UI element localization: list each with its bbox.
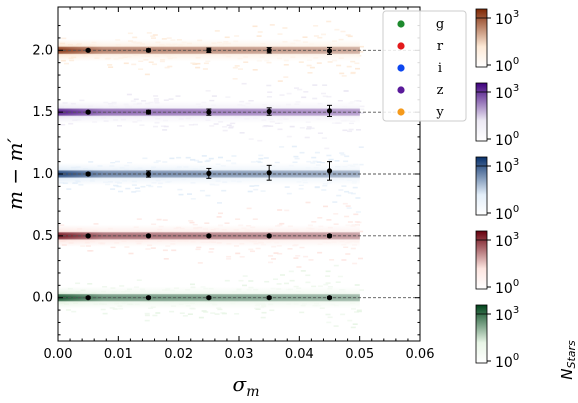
x-axis-label: σm	[233, 372, 260, 400]
point-y-0	[85, 47, 91, 53]
colorbar-label-high: 103	[495, 9, 519, 28]
axis-ticks: 0.00 0.01 0.02 0.03 0.04 0.05 0.06 0.0 0.5 1.0 1.5…	[32, 7, 434, 362]
legend-entry-g: g	[397, 17, 444, 32]
legend-marker-g	[397, 20, 405, 28]
colorbar-label-low: 100	[495, 56, 519, 75]
legend-entry-i: i	[397, 61, 442, 76]
legend-entry-y: y	[397, 105, 444, 120]
point-r-2	[206, 233, 212, 239]
colorbar-label-low: 100	[495, 130, 519, 149]
point-i-2	[206, 167, 212, 179]
legend-box	[382, 10, 467, 122]
x-tick-label: 0.05	[345, 347, 374, 362]
legend-label-z: z	[437, 83, 444, 98]
legend-marker-i	[397, 64, 405, 72]
point-g-2	[206, 295, 212, 301]
legend-label-r: r	[437, 39, 444, 54]
y-axis-label: m − m′	[3, 138, 27, 210]
point-g-1	[145, 295, 152, 301]
y-tick-label: 1.0	[32, 167, 53, 182]
point-i-4	[326, 161, 333, 181]
point-g-0	[85, 295, 91, 301]
point-y-2	[206, 47, 212, 54]
colorbar-label-high: 103	[495, 157, 519, 176]
y-tick-label: 0.5	[32, 229, 53, 244]
point-z-4	[326, 104, 333, 117]
colorbar-label-high: 103	[495, 83, 519, 102]
median-points	[85, 46, 333, 301]
y-tick-label: 2.0	[32, 43, 53, 58]
legend-marker-r	[397, 42, 405, 50]
point-r-0	[85, 233, 91, 239]
point-g-4	[326, 295, 333, 301]
point-y-1	[145, 47, 152, 53]
point-z-0	[85, 109, 91, 115]
colorbar-g: 103 100	[475, 304, 519, 371]
x-tick-label: 0.01	[104, 347, 133, 362]
colorbar-label-low: 100	[495, 352, 519, 371]
point-i-3	[266, 164, 272, 181]
colorbar-title: NStars	[558, 340, 578, 380]
point-y-3	[266, 47, 272, 54]
colorbar-label-high: 103	[495, 305, 519, 324]
density-z	[58, 82, 365, 150]
x-tick-label: 0.02	[164, 347, 193, 362]
colorbar-label-low: 100	[495, 278, 519, 297]
reference-lines	[58, 49, 420, 299]
point-z-3	[266, 107, 272, 116]
colorbar-label-high: 103	[495, 231, 519, 250]
point-z-2	[206, 108, 212, 116]
colorbar-label-low: 100	[495, 204, 519, 223]
point-y-4	[326, 46, 333, 55]
x-tick-label: 0.06	[406, 347, 435, 362]
point-g-3	[266, 295, 272, 301]
point-r-4	[326, 233, 333, 239]
legend-label-i: i	[438, 61, 442, 76]
x-tick-label: 0.03	[225, 347, 254, 362]
colorbar-i: 103 100	[475, 156, 519, 223]
point-i-0	[85, 171, 91, 177]
colorbar-z: 103 100	[475, 82, 519, 149]
point-r-3	[266, 233, 272, 239]
legend-entry-r: r	[397, 39, 444, 54]
density-layer	[58, 20, 365, 329]
legend-entry-z: z	[397, 83, 444, 98]
point-i-1	[145, 170, 152, 178]
y-tick-label: 1.5	[32, 105, 53, 120]
legend-label-g: g	[436, 17, 444, 32]
legend-marker-z	[397, 86, 405, 94]
x-tick-label: 0.00	[44, 347, 73, 362]
x-tick-label: 0.04	[285, 347, 314, 362]
colorbar-y: 103 100	[475, 8, 519, 75]
colorbars: 103 100 103 100 103 100 103 100 103 100	[475, 8, 519, 371]
point-z-1	[145, 109, 152, 115]
legend-label-y: y	[435, 105, 444, 120]
point-r-1	[145, 233, 152, 239]
y-tick-label: 0.0	[32, 291, 53, 306]
legend-marker-y	[397, 108, 405, 116]
colorbar-r: 103 100	[475, 230, 519, 297]
density-i	[58, 145, 364, 213]
